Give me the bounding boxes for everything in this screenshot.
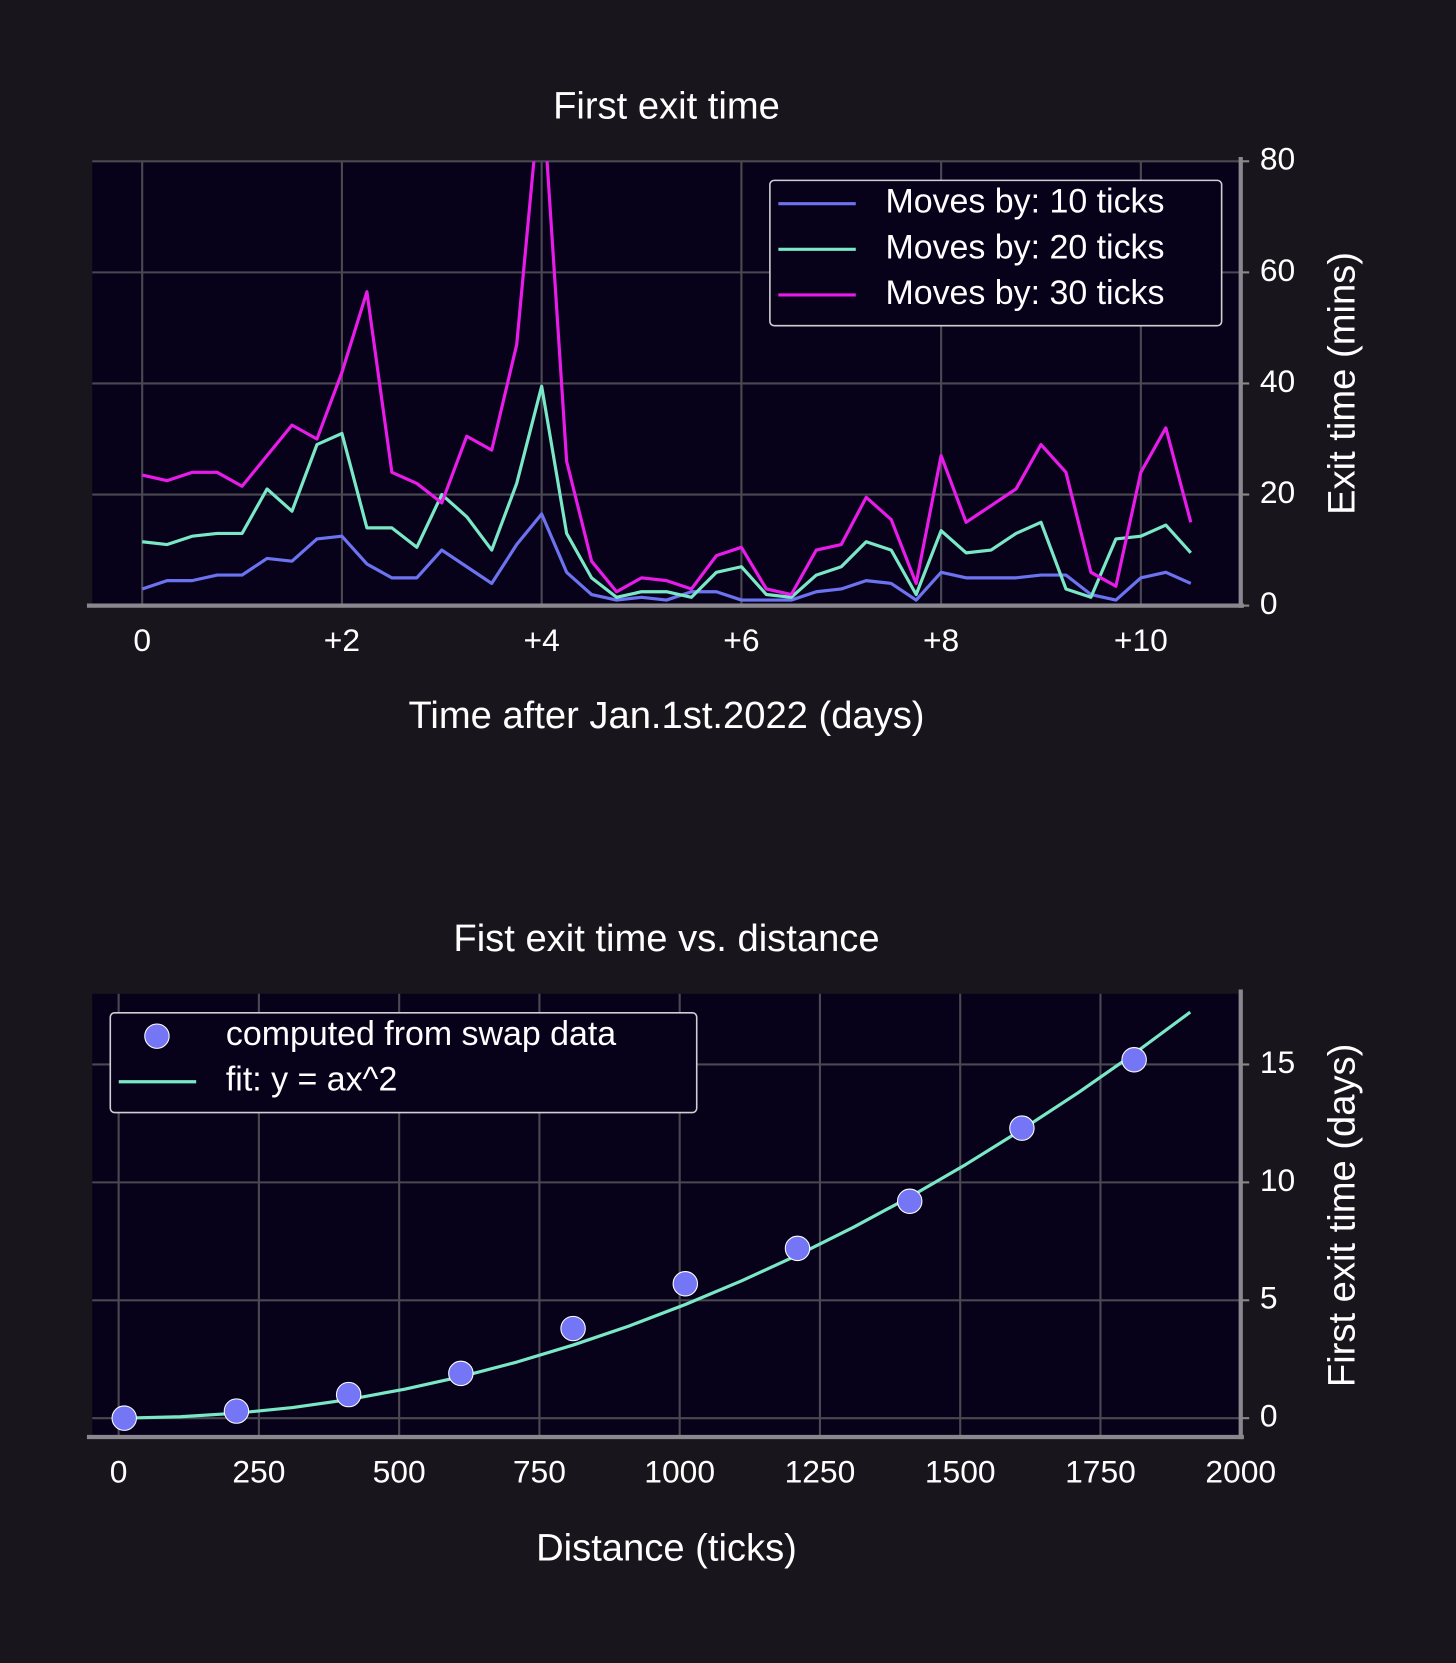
scatter-point [1121,1047,1147,1073]
x-axis-label: Distance (ticks) [536,1527,797,1570]
legend-box [769,179,1223,327]
legend-label: Moves by: 10 ticks [885,183,1164,221]
scatter-point [335,1381,362,1408]
scatter-point [448,1360,474,1387]
x-tick-label: 1500 [925,1454,996,1490]
x-tick-label: 2000 [1205,1454,1276,1490]
scatter-point [111,1405,137,1431]
x-tick-label: +2 [324,622,360,658]
legend-label: fit: y = ax^2 [226,1061,397,1099]
x-tick-label: +6 [723,622,759,658]
x-tick-label: +10 [1114,622,1168,658]
x-tick-label: 1250 [785,1454,856,1490]
legend-label: Moves by: 30 ticks [885,274,1164,312]
x-axis-label: Time after Jan.1st.2022 (days) [408,694,924,737]
plot-marks [111,1010,1192,1431]
x-tick-label: 0 [133,622,151,658]
plot-marks [141,161,1193,602]
chart-title: Fist exit time vs. distance [453,917,879,960]
y-axis-label: Exit time (mins) [1321,252,1364,515]
scatter-point [784,1235,811,1262]
series-line [141,161,1193,597]
y-tick-label: 15 [1260,1044,1295,1080]
x-tick-label: 1750 [1065,1454,1136,1490]
y-tick-label: 0 [1260,1398,1278,1434]
y-tick-label: 60 [1260,252,1295,288]
x-tick-label: 250 [232,1454,285,1490]
chart-title: First exit time [553,84,780,127]
y-tick-label: 0 [1260,585,1278,621]
scatter-point [1009,1115,1035,1141]
x-tick-label: 0 [110,1454,128,1490]
legend-box [109,1012,698,1114]
y-tick-label: 10 [1260,1162,1295,1198]
x-tick-label: 500 [373,1454,426,1490]
legend-label: computed from swap data [226,1015,616,1053]
x-tick-label: +8 [923,622,959,658]
scatter-point [672,1271,699,1297]
x-tick-label: 1000 [644,1454,715,1490]
y-tick-label: 40 [1260,363,1295,399]
scatter-point [560,1315,586,1342]
y-tick-label: 20 [1260,474,1295,510]
y-axis-label: First exit time (days) [1321,1044,1364,1387]
legend-marker [144,1023,170,1049]
y-tick-label: 80 [1260,141,1295,177]
x-tick-label: +4 [524,622,560,658]
series-line [141,512,1192,602]
scatter-point [896,1188,923,1214]
legend-label: Moves by: 20 ticks [885,228,1164,266]
x-tick-label: 750 [513,1454,566,1490]
y-tick-label: 5 [1260,1280,1278,1316]
scatter-point [223,1398,250,1424]
series-line [142,384,1192,599]
